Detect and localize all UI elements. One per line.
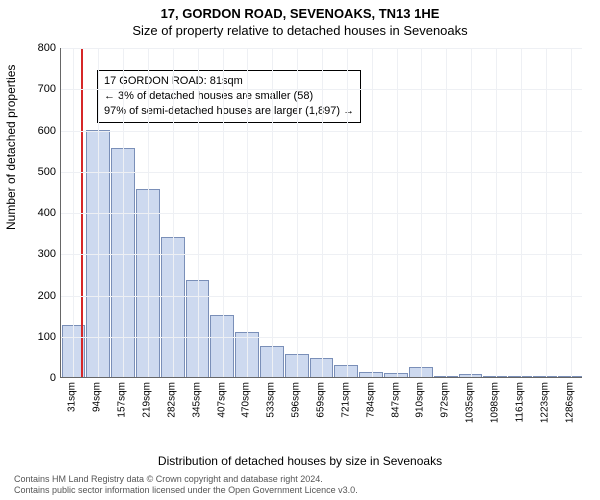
y-tick: 700 — [26, 83, 56, 95]
y-tick: 300 — [26, 248, 56, 260]
grid-v — [198, 48, 199, 377]
x-tick: 219sqm — [142, 382, 153, 418]
plot-area: 17 GORDON ROAD: 81sqm ← 3% of detached h… — [60, 48, 582, 378]
grid-v — [247, 48, 248, 377]
y-tick: 800 — [26, 42, 56, 54]
x-tick: 972sqm — [440, 382, 451, 418]
chart-title-desc: Size of property relative to detached ho… — [0, 21, 600, 38]
x-tick: 910sqm — [415, 382, 426, 418]
annotation-line3: 97% of semi-detached houses are larger (… — [104, 104, 354, 119]
x-tick: 470sqm — [241, 382, 252, 418]
x-tick: 659sqm — [316, 382, 327, 418]
x-tick: 31sqm — [67, 382, 78, 412]
grid-v — [73, 48, 74, 377]
grid-v — [347, 48, 348, 377]
x-tick: 1223sqm — [539, 382, 550, 423]
y-axis-label: Number of detached properties — [4, 65, 18, 230]
grid-v — [372, 48, 373, 377]
annotation-line2: ← 3% of detached houses are smaller (58) — [104, 89, 354, 104]
x-tick: 847sqm — [390, 382, 401, 418]
y-tick: 500 — [26, 166, 56, 178]
x-tick: 157sqm — [117, 382, 128, 418]
x-tick: 784sqm — [365, 382, 376, 418]
grid-v — [446, 48, 447, 377]
grid-v — [123, 48, 124, 377]
grid-v — [521, 48, 522, 377]
grid-v — [148, 48, 149, 377]
x-tick: 1161sqm — [514, 382, 525, 422]
grid-v — [322, 48, 323, 377]
x-tick: 596sqm — [291, 382, 302, 418]
footer-line1: Contains HM Land Registry data © Crown c… — [14, 474, 358, 485]
grid-v — [397, 48, 398, 377]
x-tick: 1035sqm — [465, 382, 476, 423]
y-tick: 200 — [26, 290, 56, 302]
annotation-line1: 17 GORDON ROAD: 81sqm — [104, 74, 354, 89]
footer-attribution: Contains HM Land Registry data © Crown c… — [14, 474, 358, 497]
grid-v — [571, 48, 572, 377]
chart-title-address: 17, GORDON ROAD, SEVENOAKS, TN13 1HE — [0, 0, 600, 21]
grid-v — [546, 48, 547, 377]
y-tick: 600 — [26, 125, 56, 137]
x-tick: 1286sqm — [564, 382, 575, 423]
y-tick: 400 — [26, 207, 56, 219]
x-tick: 1098sqm — [490, 382, 501, 423]
x-tick: 533sqm — [266, 382, 277, 418]
grid-v — [496, 48, 497, 377]
grid-v — [272, 48, 273, 377]
grid-v — [297, 48, 298, 377]
grid-v — [421, 48, 422, 377]
grid-v — [223, 48, 224, 377]
x-tick: 407sqm — [216, 382, 227, 418]
x-tick: 282sqm — [166, 382, 177, 418]
x-tick: 721sqm — [340, 382, 351, 418]
grid-v — [173, 48, 174, 377]
grid-v — [471, 48, 472, 377]
x-axis-label: Distribution of detached houses by size … — [0, 454, 600, 468]
y-tick: 0 — [26, 372, 56, 384]
y-tick: 100 — [26, 331, 56, 343]
chart-area: 17 GORDON ROAD: 81sqm ← 3% of detached h… — [60, 48, 582, 428]
x-tick: 345sqm — [191, 382, 202, 418]
x-tick: 94sqm — [92, 382, 103, 412]
footer-line2: Contains public sector information licen… — [14, 485, 358, 496]
grid-v — [98, 48, 99, 377]
